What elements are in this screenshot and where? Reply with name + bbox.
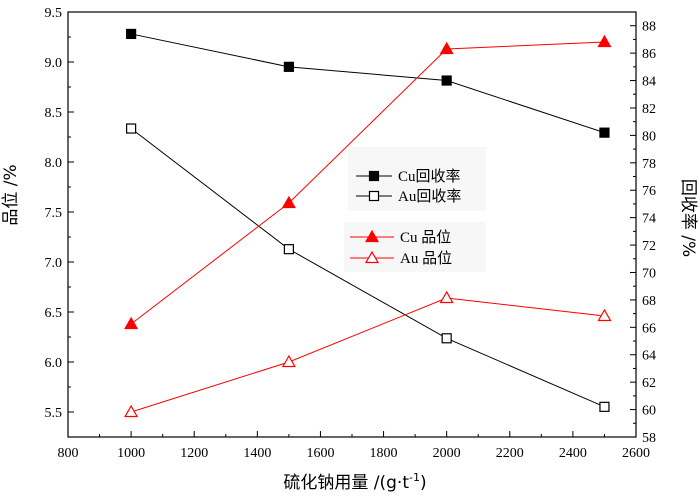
y-left-tick-label-7.5: 7.5 [45,206,63,221]
data-point-2-0 [124,316,139,330]
legend-label-0: Cu回收率 [398,168,461,185]
y-right-tick-label-86: 86 [642,47,656,62]
data-point-2-3 [597,34,612,48]
x-tick-label-1600: 1600 [306,446,334,461]
series-0 [126,28,610,138]
legend: Cu回收率 Au回收率 Cu 品位 Au 品位 [350,168,461,267]
data-point-1-3 [599,401,610,412]
y-right-tick-label-70: 70 [642,266,656,281]
y-right-tick-label-84: 84 [642,75,656,90]
y-left-tick-label-6.5: 6.5 [45,306,63,321]
legend-marker-2 [364,229,380,243]
data-point-0-0 [126,28,137,40]
x-tick-label-2000: 2000 [433,446,461,461]
y-right-tick-label-76: 76 [642,184,656,199]
y-left-tick-label-7.0: 7.0 [45,256,63,271]
legend-label-1: Au回收率 [398,188,461,205]
series-line-0 [131,33,605,134]
legend-marker-1 [368,190,380,202]
y-left-tick-label-9.0: 9.0 [45,56,63,71]
y-right-tick-label-64: 64 [642,349,656,364]
y-left-tick-label-5.5: 5.5 [45,406,63,421]
y-right-tick-label-72: 72 [642,239,656,254]
y-left-tick-label-8.0: 8.0 [45,156,63,171]
legend-entry-0: Cu回收率 [356,168,461,185]
legend-label-2: Cu 品位 [400,229,451,246]
y-right-tick-label-58: 58 [642,431,656,446]
legend-entry-2: Cu 品位 [350,229,451,246]
data-point-0-2 [441,75,452,86]
x-tick-label-1800: 1800 [370,446,398,461]
series-2 [124,34,612,330]
data-point-1-1 [283,244,294,255]
y-right-tick-label-74: 74 [642,212,656,227]
y-right-tick-label-82: 82 [642,102,656,117]
series-1 [126,123,610,412]
y-left-tick-label-9.5: 9.5 [45,6,63,21]
series-line-3 [130,297,605,413]
legend-label-3: Au 品位 [400,250,452,267]
y-right-tick-label-68: 68 [642,294,656,309]
series-line-1 [130,128,605,408]
data-point-3-0 [124,404,139,418]
x-tick-label-2400: 2400 [559,446,587,461]
legend-marker-3 [364,250,380,264]
series-line-2 [130,41,605,325]
x-tick-label-1000: 1000 [117,446,145,461]
data-point-1-2 [441,333,452,344]
data-point-3-2 [439,290,454,304]
data-point-3-1 [281,354,296,368]
series [124,28,612,418]
y-right-tick-label-88: 88 [642,20,656,35]
x-tick-label-2200: 2200 [496,446,524,461]
x-tick-label-2600: 2600 [622,446,650,461]
x-tick-label-800: 800 [58,446,79,461]
series-3 [124,290,612,418]
y-right-tick-label-60: 60 [642,404,656,419]
x-axis-label: 硫化钠用量 /(g·t-1) [283,471,426,493]
data-point-2-2 [439,41,454,55]
legend-entry-3: Au 品位 [350,250,452,267]
y-axis-right-label: 回收率 /% [678,179,698,257]
x-tick-label-1400: 1400 [243,446,271,461]
x-tick-label-1200: 1200 [180,446,208,461]
y-right-tick-label-62: 62 [642,376,656,391]
data-point-0-3 [599,127,610,138]
y-right-tick-label-80: 80 [642,129,656,144]
legend-box-grade [344,222,486,272]
y-axis-left-label: 品位 /% [1,164,21,225]
data-point-2-1 [281,195,296,209]
y-left-tick-label-8.5: 8.5 [45,106,63,121]
legend-entry-1: Au回收率 [356,188,461,205]
legend-marker-0 [368,170,380,182]
data-point-1-0 [126,123,137,134]
data-point-0-1 [283,61,294,72]
axes: 800 1000 1200 1400 1600 1800 2000 2200 2400 26005… [45,6,657,461]
y-right-tick-label-78: 78 [642,157,656,172]
data-point-3-3 [597,308,612,322]
y-right-tick-label-66: 66 [642,321,656,336]
y-left-tick-label-6.0: 6.0 [45,356,63,371]
